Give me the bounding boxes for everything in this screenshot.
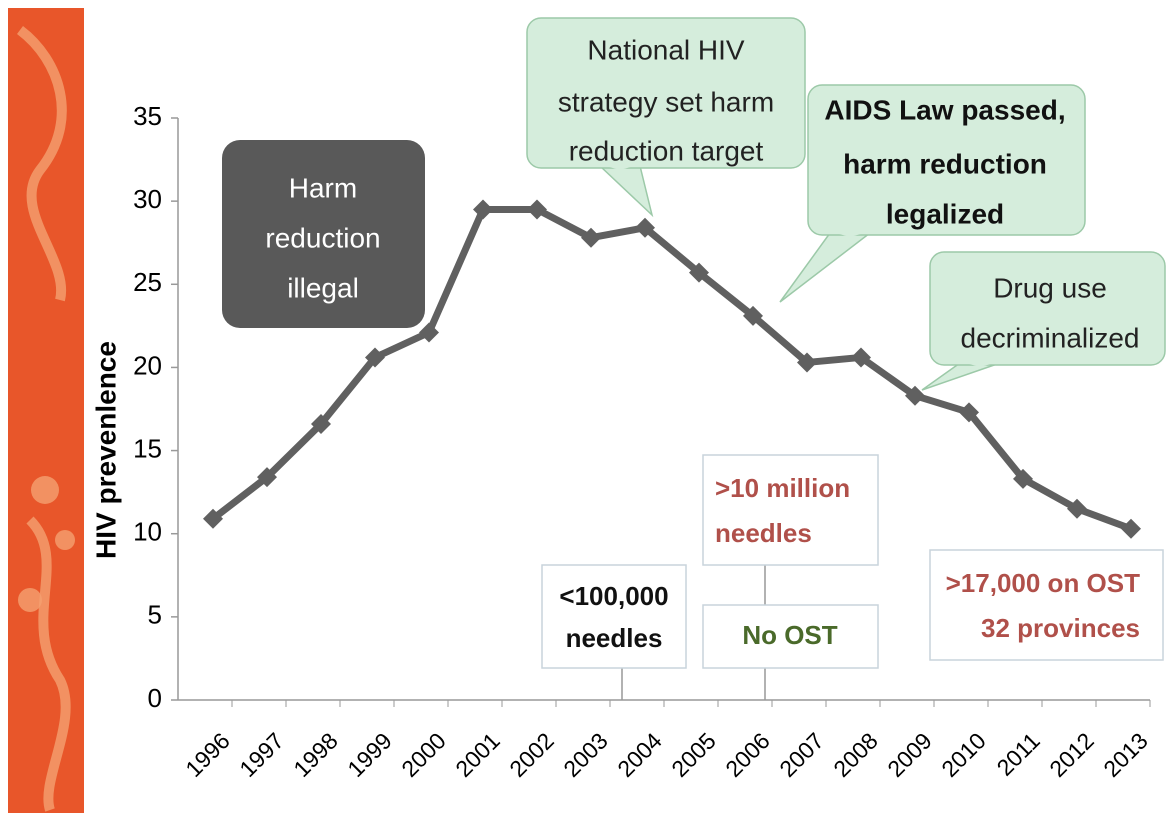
annotation-text: AIDS Law passed, bbox=[824, 94, 1065, 125]
annotation-box bbox=[526, 17, 806, 169]
annotation: Harm reduction illegal bbox=[222, 140, 425, 328]
annotation-text: Drug use bbox=[993, 272, 1107, 303]
annotation-text: >17,000 on OST bbox=[946, 568, 1140, 598]
callout-tail-fill bbox=[602, 165, 638, 170]
annotation-text: legalized bbox=[886, 198, 1004, 229]
annotation-text: harm reduction bbox=[843, 148, 1047, 179]
point-marker bbox=[257, 467, 277, 488]
point-marker bbox=[1013, 468, 1033, 489]
callout-tail-fill bbox=[962, 362, 998, 367]
annotation-box bbox=[702, 604, 879, 669]
annotation: Drug use decriminalized bbox=[921, 251, 1166, 391]
annotation-text: No OST bbox=[742, 620, 837, 650]
y-tick-label: 10 bbox=[133, 517, 162, 547]
point-marker bbox=[1067, 498, 1087, 519]
y-tick-label: 5 bbox=[148, 600, 162, 630]
annotation-text: reduction bbox=[265, 222, 380, 253]
annotation: >17,000 on OST 32 provinces bbox=[929, 549, 1164, 661]
point-marker bbox=[689, 262, 709, 283]
point-marker bbox=[581, 227, 601, 248]
annotation-text: >10 million bbox=[715, 473, 850, 503]
point-marker bbox=[419, 322, 439, 343]
point-marker bbox=[905, 385, 925, 406]
y-tick-label: 35 bbox=[133, 101, 162, 131]
line-series bbox=[210, 205, 1133, 533]
annotation: >10 million needles bbox=[702, 454, 879, 700]
annotation-text: 32 provinces bbox=[981, 613, 1140, 643]
annotation-text: Harm bbox=[289, 172, 357, 203]
annotation-box bbox=[222, 140, 425, 328]
annotation-box bbox=[702, 454, 879, 566]
annotation-text: <100,000 bbox=[559, 581, 668, 611]
y-axis-label: HIV prevenlence bbox=[90, 341, 121, 559]
point-marker bbox=[851, 347, 871, 368]
point-marker bbox=[311, 413, 331, 434]
point-marker bbox=[797, 352, 817, 373]
y-tick-label: 15 bbox=[133, 433, 162, 463]
point-marker bbox=[743, 305, 763, 326]
annotation-box bbox=[929, 251, 1166, 366]
point-marker bbox=[527, 199, 547, 220]
annotation-text: decriminalized bbox=[961, 322, 1140, 353]
annotation-text: reduction target bbox=[569, 135, 764, 166]
annotation: <100,000 needles bbox=[541, 564, 687, 700]
point-marker bbox=[635, 217, 655, 238]
decor-strip bbox=[8, 8, 84, 813]
annotation-box bbox=[541, 564, 687, 669]
annotation-text: needles bbox=[715, 518, 812, 548]
point-marker bbox=[473, 199, 493, 220]
annotation-box bbox=[929, 549, 1164, 661]
annotation-text: strategy set harm bbox=[558, 86, 774, 117]
point-marker bbox=[365, 347, 385, 368]
annotation: National HIV strategy set harm reduction t… bbox=[526, 17, 806, 218]
annotation-text: illegal bbox=[287, 272, 359, 303]
y-tick-label: 25 bbox=[133, 267, 162, 297]
point-marker bbox=[203, 508, 223, 529]
y-tick-label: 20 bbox=[133, 350, 162, 380]
annotation-text: needles bbox=[566, 623, 663, 653]
annotation: AIDS Law passed, harm reduction legalized bbox=[779, 84, 1086, 303]
point-marker bbox=[1121, 518, 1141, 539]
point-marker bbox=[959, 402, 979, 423]
annotation-text: National HIV bbox=[587, 34, 745, 65]
annotation: No OST bbox=[702, 604, 879, 669]
y-tick-label: 0 bbox=[148, 683, 162, 713]
y-tick-label: 30 bbox=[133, 184, 162, 214]
callout-tail-fill bbox=[832, 232, 868, 237]
annotation-box bbox=[807, 84, 1086, 236]
